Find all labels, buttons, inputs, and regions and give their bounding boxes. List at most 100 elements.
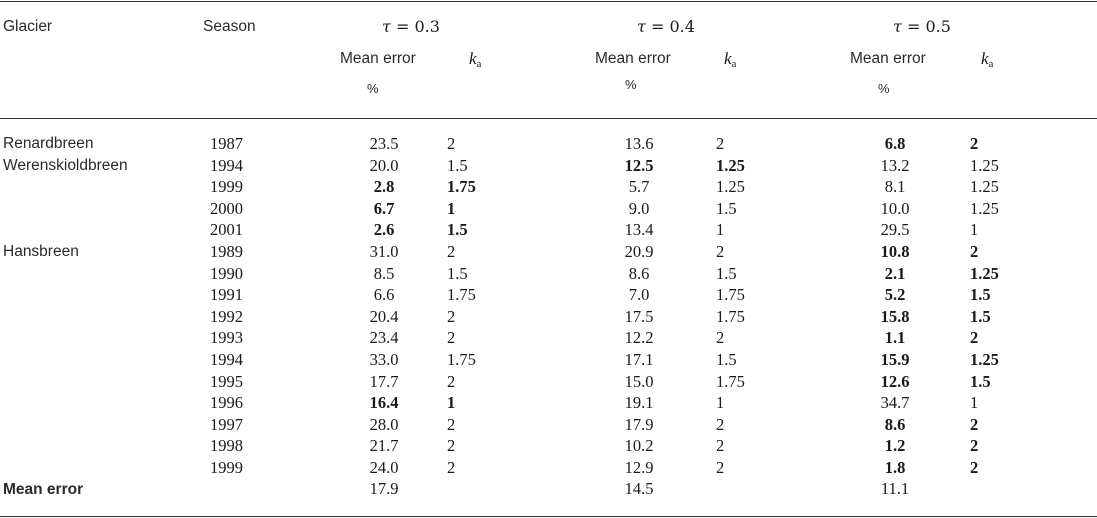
glacier-name: Werenskioldbreen xyxy=(3,156,128,174)
glacier-name: Hansbreen xyxy=(3,243,79,260)
season-year: 1998 xyxy=(210,436,243,456)
mean-error-tau-0.4: 17.9 xyxy=(624,414,654,434)
season-year: 1999 xyxy=(210,177,243,197)
percent-unit-2: % xyxy=(625,77,637,92)
mean-error-tau-0.5: 5.2 xyxy=(884,285,906,305)
mean-error-row-label: Mean error xyxy=(3,481,84,498)
percent-unit-3: % xyxy=(878,81,890,96)
season-year: 1997 xyxy=(210,414,243,434)
mean-error-tau-0.5: 1.2 xyxy=(884,436,906,456)
ka-tau-0.4: 2 xyxy=(716,134,725,153)
ka-tau-0.4: 2 xyxy=(716,458,725,477)
mean-error-tau-0.5: 1.8 xyxy=(884,458,906,477)
mean-error-tau-0.3: 6.7 xyxy=(373,198,395,218)
ka-tau-0.5: 2 xyxy=(970,458,979,477)
ka-tau-0.4: 1.25 xyxy=(716,177,745,197)
mean-error-total-1: 17.9 xyxy=(369,479,399,498)
mean-error-tau-0.3: 20.0 xyxy=(369,155,399,175)
season-year: 1989 xyxy=(210,242,243,261)
glacier-column-header: Glacier xyxy=(3,18,53,35)
mean-error-tau-0.5: 1.1 xyxy=(884,328,906,348)
mean-error-total-2: 14.5 xyxy=(624,479,654,498)
ka-tau-0.5: 1.25 xyxy=(970,177,999,197)
mean-error-tau-0.3: 20.4 xyxy=(369,306,399,326)
season-year: 1993 xyxy=(210,328,243,348)
mean-error-tau-0.5: 15.8 xyxy=(880,306,910,326)
table-top-rule xyxy=(0,1,1097,2)
season-year: 1994 xyxy=(210,350,243,369)
season-year: 1990 xyxy=(210,263,243,283)
ka-tau-0.3: 1.5 xyxy=(447,155,468,175)
mean-error-tau-0.4: 12.5 xyxy=(624,155,654,175)
mean-error-header-1: Mean error xyxy=(340,50,416,67)
mean-error-tau-0.4: 10.2 xyxy=(624,436,654,456)
ka-tau-0.3: 2 xyxy=(447,371,456,391)
ka-tau-0.5: 2 xyxy=(970,242,979,261)
season-year: 1992 xyxy=(210,306,243,326)
mean-error-tau-0.3: 23.4 xyxy=(369,328,399,348)
ka-tau-0.5: 2 xyxy=(970,414,979,434)
ka-tau-0.5: 2 xyxy=(970,134,979,153)
mean-error-tau-0.4: 19.1 xyxy=(624,393,654,413)
ka-tau-0.4: 1.25 xyxy=(716,155,745,175)
tau-0.4-header: τ = 0.4 xyxy=(637,17,695,36)
table-bottom-rule xyxy=(0,516,1097,517)
ka-tau-0.3: 2 xyxy=(447,134,456,153)
season-year: 1994 xyxy=(210,155,243,175)
mean-error-tau-0.3: 6.6 xyxy=(373,285,395,305)
mean-error-tau-0.5: 29.5 xyxy=(880,220,910,240)
ka-tau-0.3: 2 xyxy=(447,436,456,456)
mean-error-tau-0.4: 13.6 xyxy=(624,134,654,153)
season-year: 1999 xyxy=(210,458,243,477)
mean-error-tau-0.4: 12.2 xyxy=(624,328,654,348)
mean-error-tau-0.5: 13.2 xyxy=(880,155,910,175)
ka-tau-0.4: 2 xyxy=(716,436,725,456)
ka-tau-0.3: 1.75 xyxy=(447,177,476,197)
ka-tau-0.5: 2 xyxy=(970,328,979,348)
ka-tau-0.5: 1.25 xyxy=(970,198,999,218)
season-year: 2000 xyxy=(210,198,243,218)
ka-tau-0.4: 1.5 xyxy=(716,198,737,218)
mean-error-tau-0.5: 10.0 xyxy=(880,198,910,218)
ka-tau-0.4: 2 xyxy=(716,328,725,348)
ka-tau-0.3: 1.5 xyxy=(447,220,468,240)
mean-error-tau-0.4: 9.0 xyxy=(628,198,650,218)
ka-tau-0.3: 2 xyxy=(447,414,456,434)
mean-error-tau-0.5: 2.1 xyxy=(884,263,906,283)
percent-unit-1: % xyxy=(367,81,379,96)
glacier-name: Renardbreen xyxy=(3,135,94,152)
season-year: 1996 xyxy=(210,393,243,413)
ka-tau-0.5: 1.25 xyxy=(970,263,999,283)
mean-error-tau-0.3: 21.7 xyxy=(369,436,399,456)
ka-tau-0.5: 1.25 xyxy=(970,350,999,369)
mean-error-tau-0.4: 20.9 xyxy=(624,242,654,261)
ka-tau-0.5: 1.5 xyxy=(970,285,991,305)
mean-error-header-2: Mean error xyxy=(595,50,671,67)
mean-error-tau-0.5: 8.6 xyxy=(884,414,906,434)
ka-tau-0.4: 2 xyxy=(716,242,725,261)
mean-error-tau-0.3: 8.5 xyxy=(373,263,395,283)
season-year: 1995 xyxy=(210,371,243,391)
ka-tau-0.4: 1.75 xyxy=(716,306,745,326)
mean-error-tau-0.5: 6.8 xyxy=(884,134,906,153)
season-year: 2001 xyxy=(210,220,243,240)
ka-tau-0.5: 1 xyxy=(970,393,979,413)
ka-tau-0.5: 2 xyxy=(970,436,979,456)
ka-tau-0.4: 1.75 xyxy=(716,371,745,391)
mean-error-tau-0.4: 13.4 xyxy=(624,220,654,240)
ka-tau-0.4: 2 xyxy=(716,414,725,434)
ka-tau-0.3: 2 xyxy=(447,328,456,348)
ka-tau-0.3: 1 xyxy=(447,198,456,218)
season-year: 1991 xyxy=(210,285,243,305)
ka-tau-0.4: 1.5 xyxy=(716,263,737,283)
mean-error-total-3: 11.1 xyxy=(880,479,910,498)
mean-error-tau-0.4: 17.5 xyxy=(624,306,654,326)
ka-tau-0.4: 1 xyxy=(716,393,725,413)
mean-error-tau-0.3: 33.0 xyxy=(369,350,399,369)
ka-tau-0.5: 1.5 xyxy=(970,371,991,391)
ka-tau-0.3: 2 xyxy=(447,458,456,477)
mean-error-tau-0.4: 17.1 xyxy=(624,350,654,369)
ka-tau-0.5: 1 xyxy=(970,220,979,240)
season-year: 1987 xyxy=(210,134,243,153)
mean-error-tau-0.3: 24.0 xyxy=(369,458,399,477)
